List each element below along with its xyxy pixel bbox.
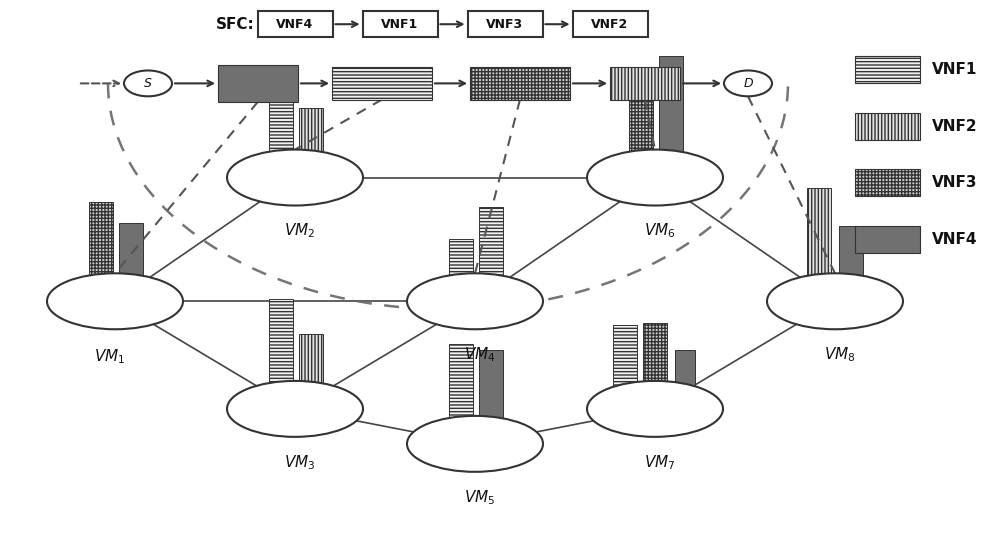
Bar xyxy=(332,67,432,100)
Ellipse shape xyxy=(767,273,903,329)
Bar xyxy=(855,169,920,196)
Text: VNF2: VNF2 xyxy=(591,18,629,31)
Text: D: D xyxy=(743,77,753,90)
Bar xyxy=(855,226,920,253)
Bar xyxy=(807,188,831,301)
Bar xyxy=(675,350,695,409)
Text: VNF2: VNF2 xyxy=(932,119,978,134)
Bar xyxy=(218,65,298,102)
Ellipse shape xyxy=(47,273,183,329)
Bar xyxy=(470,67,570,100)
Text: VNF1: VNF1 xyxy=(932,62,977,77)
Bar xyxy=(363,11,438,37)
Text: $VM_8$: $VM_8$ xyxy=(824,345,856,364)
Bar xyxy=(855,56,920,83)
Bar xyxy=(572,11,648,37)
Bar xyxy=(269,73,293,178)
Ellipse shape xyxy=(587,150,723,206)
Text: $VM_7$: $VM_7$ xyxy=(644,453,676,472)
Bar xyxy=(269,299,293,409)
Bar xyxy=(258,11,332,37)
Text: SFC:: SFC: xyxy=(216,17,255,32)
Ellipse shape xyxy=(407,273,543,329)
Bar xyxy=(839,226,863,301)
Text: $VM_2$: $VM_2$ xyxy=(284,222,316,240)
Ellipse shape xyxy=(407,416,543,472)
Bar xyxy=(479,350,503,444)
Text: VNF1: VNF1 xyxy=(381,18,419,31)
Text: VNF3: VNF3 xyxy=(486,18,524,31)
Circle shape xyxy=(724,70,772,96)
Text: VNF4: VNF4 xyxy=(932,232,977,247)
Bar xyxy=(89,202,113,301)
Bar xyxy=(643,323,667,409)
Text: $VM_3$: $VM_3$ xyxy=(284,453,316,472)
Ellipse shape xyxy=(227,381,363,437)
Text: VNF3: VNF3 xyxy=(932,175,977,190)
Bar xyxy=(659,56,683,178)
Bar xyxy=(479,207,503,301)
Text: $VM_5$: $VM_5$ xyxy=(464,488,496,507)
Bar xyxy=(629,83,653,178)
Bar xyxy=(299,334,323,409)
Bar xyxy=(119,223,143,301)
Bar xyxy=(299,108,323,178)
Bar xyxy=(613,325,637,409)
Text: $VM_6$: $VM_6$ xyxy=(644,222,676,240)
Bar xyxy=(610,67,680,100)
Ellipse shape xyxy=(227,150,363,206)
Ellipse shape xyxy=(587,381,723,437)
Bar xyxy=(468,11,542,37)
Circle shape xyxy=(124,70,172,96)
Bar xyxy=(449,344,473,444)
Text: S: S xyxy=(144,77,152,90)
Bar xyxy=(855,113,920,140)
Text: $VM_4$: $VM_4$ xyxy=(464,345,496,364)
Text: $VM_1$: $VM_1$ xyxy=(94,347,126,366)
Text: VNF4: VNF4 xyxy=(276,18,314,31)
Bar xyxy=(449,239,473,301)
